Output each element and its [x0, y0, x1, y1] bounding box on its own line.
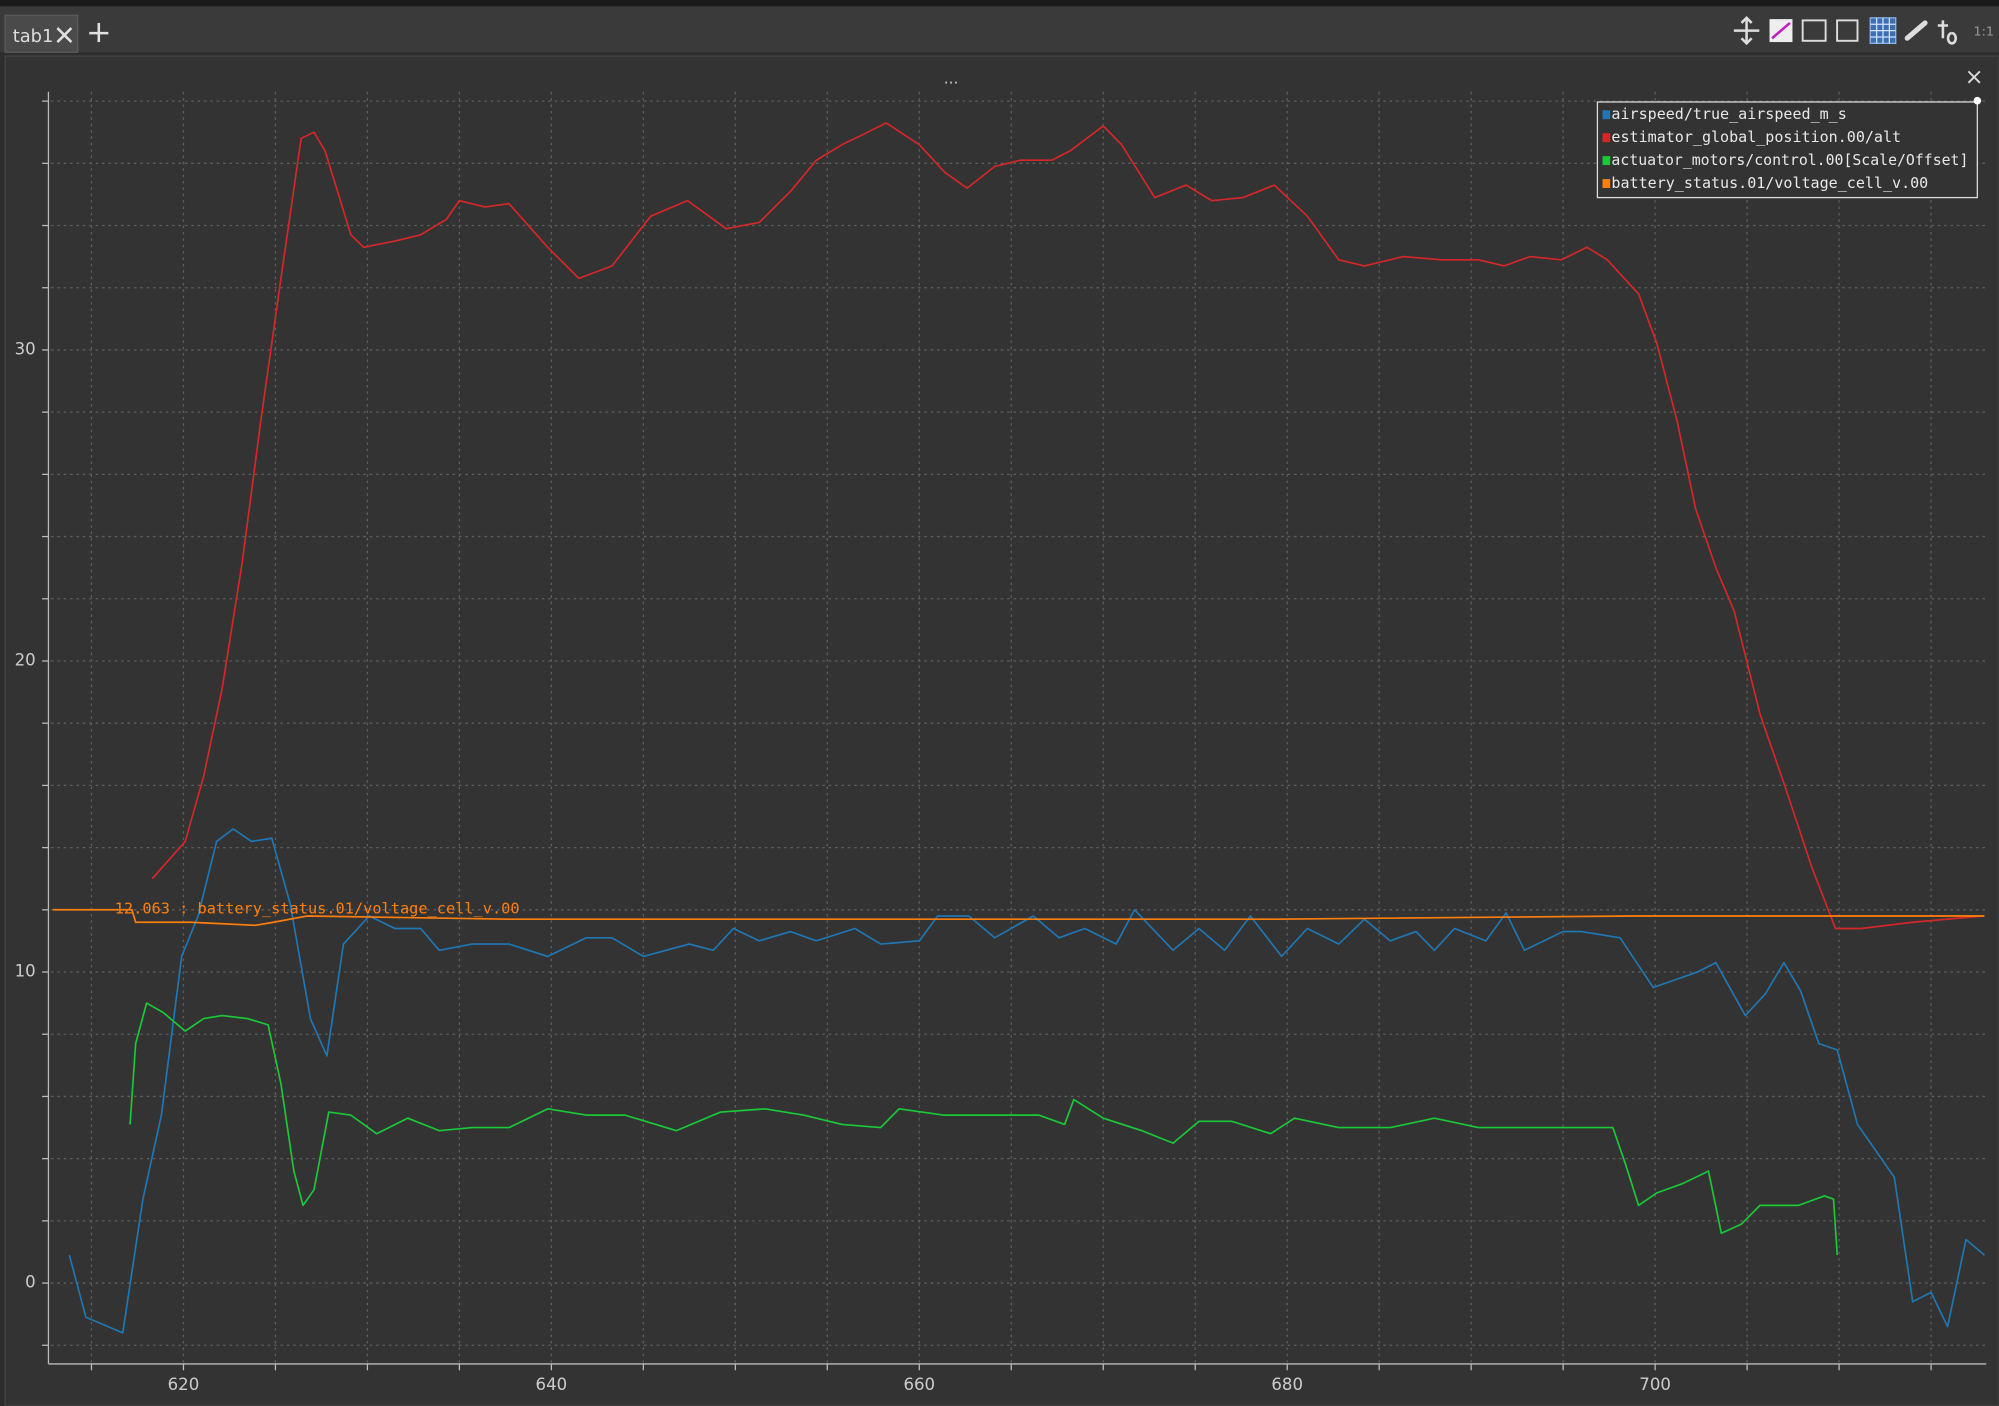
- legend-entry: battery_status.01/voltage_cell_v.00: [1611, 174, 1928, 192]
- pan-icon[interactable]: [1733, 16, 1760, 46]
- legend-swatch: [1602, 156, 1611, 166]
- legend-swatch: [1602, 133, 1611, 143]
- y-tick-label: 10: [15, 962, 36, 981]
- close-stroke: [56, 27, 73, 43]
- y-tick-label: 20: [15, 650, 36, 669]
- legend-entry: airspeed/true_airspeed_m_s: [1611, 105, 1846, 123]
- x-tick-label: 680: [1271, 1375, 1303, 1394]
- top-strip: [0, 0, 1999, 7]
- x-tick-label: 640: [536, 1375, 568, 1394]
- x-tick-label: 700: [1639, 1375, 1671, 1394]
- time-icon[interactable]: [1836, 19, 1859, 42]
- series-line: [151, 122, 1983, 930]
- plot-close[interactable]: [1967, 70, 1981, 84]
- series-line: [68, 828, 1985, 1334]
- y-tick-label: 0: [25, 1273, 36, 1292]
- legend-handle[interactable]: [1973, 96, 1982, 105]
- tab-bar: [0, 6, 1999, 53]
- legend-entry: actuator_motors/control.00[Scale/Offset]: [1611, 151, 1968, 169]
- series-line: [52, 908, 1985, 927]
- y-tick-label: 30: [15, 339, 36, 358]
- plot-panel: [4, 55, 1999, 1406]
- legend-swatch: [1602, 110, 1611, 120]
- annotation: 12.063 : battery_status.01/voltage_cell_…: [115, 899, 520, 917]
- zoom-label[interactable]: 1:1: [1974, 24, 1995, 39]
- add-tab[interactable]: [89, 22, 109, 43]
- legend-swatch: [1602, 179, 1611, 189]
- time-offset-icon[interactable]: [1937, 20, 1957, 45]
- tab-label[interactable]: tab1: [13, 26, 54, 47]
- legend-box: [1596, 101, 1978, 199]
- series-lines: [52, 122, 1985, 1334]
- series-line: [129, 1002, 1839, 1256]
- x-tick-label: 620: [168, 1375, 200, 1394]
- close-stroke: [1967, 70, 1981, 84]
- tab-close[interactable]: [56, 27, 73, 43]
- plot-title[interactable]: ...: [944, 70, 959, 88]
- link-icon[interactable]: [1904, 20, 1928, 41]
- legend-icon[interactable]: [1801, 19, 1827, 42]
- legend: airspeed/true_airspeed_m_s estimator_glob…: [1602, 105, 1968, 192]
- grid-icon-lines: [1870, 17, 1896, 44]
- toolbar: 1:1: [1733, 16, 1995, 46]
- curves-icon-line: [1771, 21, 1791, 40]
- x-tick-label: 660: [903, 1375, 935, 1394]
- legend-entry: estimator_global_position.00/alt: [1611, 128, 1901, 146]
